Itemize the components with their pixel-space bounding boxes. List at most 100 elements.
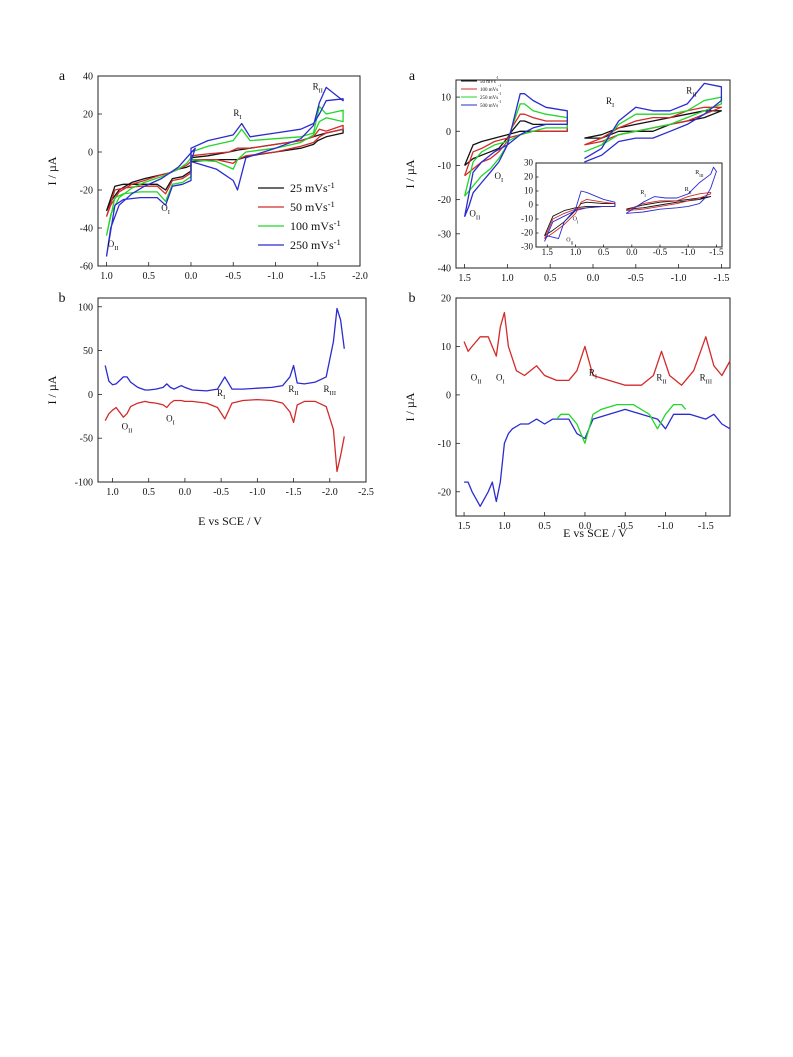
x-tick-label: 1.0	[100, 271, 113, 282]
chart-right-a-inset: 1.5 1.0 0.5 0.0 -0.5 -1.0 -1.5 -30 -20 -10 0 10 20 30…	[521, 158, 724, 258]
y-tick-label: -20	[438, 195, 451, 206]
x-tick-label: 0.0	[587, 273, 600, 284]
legend-entry: 25 mVs-1	[290, 180, 335, 195]
y-tick-label: 10	[441, 93, 451, 104]
series-line-red	[584, 106, 723, 146]
y-tick-label: 50	[83, 346, 93, 357]
x-tick-label: -1.0	[658, 521, 674, 532]
series-line-black	[105, 128, 344, 212]
y-tick-label: -10	[521, 214, 533, 224]
y-tick-label: -20	[521, 228, 533, 238]
x-tick-label: 0.5	[142, 271, 155, 282]
series-line-blue	[544, 190, 616, 242]
y-tick-label: -10	[438, 439, 451, 450]
plot-frame	[97, 297, 367, 483]
x-tick-label: 0.5	[142, 487, 155, 498]
peak-label: OII	[122, 421, 133, 434]
x-tick-label: 1.0	[106, 487, 119, 498]
series-line-green	[463, 103, 568, 197]
x-tick-label: -1.0	[681, 247, 696, 257]
peak-label: RIII	[695, 170, 704, 178]
peak-label: OI	[496, 372, 505, 385]
y-tick-label: -20	[438, 487, 451, 498]
peak-label: RI	[640, 190, 646, 198]
x-tick-label: 1.5	[542, 247, 554, 257]
legend-entry: 250 mVs-1	[290, 237, 341, 252]
x-tick-label: 0.5	[538, 521, 551, 532]
y-axis-label: I / µA	[45, 375, 59, 404]
y-tick-label: 40	[83, 72, 93, 83]
series-line-blue	[625, 166, 717, 214]
peak-label: OII	[566, 237, 574, 245]
y-tick-label: -10	[438, 161, 451, 172]
y-tick-label: 0	[88, 390, 93, 401]
y-tick-label: 0	[446, 127, 451, 138]
y-tick-label: 20	[83, 110, 93, 121]
y-tick-label: 0	[529, 200, 534, 210]
chart-left-a: 1.0 0.5 0.0 -0.5 -1.0 -1.5 -2.0 -60 -40 -20 0 20 40 I…	[45, 69, 368, 282]
x-tick-label: -2.0	[322, 487, 338, 498]
legend-entry: 500 mVs-1	[480, 100, 501, 109]
y-tick-label: -30	[521, 242, 533, 252]
peak-label: OI	[494, 171, 503, 184]
series-line-red	[104, 398, 345, 473]
peak-label: OII	[108, 239, 119, 252]
peak-label: RI	[233, 108, 241, 121]
peak-label: RIII	[700, 372, 712, 385]
y-tick-label: 0	[446, 390, 451, 401]
y-tick-label: -40	[80, 224, 93, 235]
y-tick-label: 100	[78, 302, 93, 313]
x-tick-label: -0.5	[653, 247, 668, 257]
series-line-blue	[104, 307, 345, 392]
peak-label: RII	[656, 372, 666, 385]
x-tick-label: -0.5	[213, 487, 229, 498]
x-tick-label: -1.5	[286, 487, 302, 498]
y-tick-label: -40	[438, 264, 451, 275]
series-line-blue	[464, 408, 731, 507]
plot-frame	[455, 297, 731, 517]
y-axis-label: I / µA	[403, 392, 417, 421]
peak-label: OII	[471, 372, 482, 385]
inset-background	[536, 163, 722, 247]
panel-label: b	[59, 291, 66, 306]
series-line-green	[556, 403, 687, 444]
x-axis-label: E vs SCE / V	[563, 526, 627, 540]
peak-label: RII	[288, 384, 298, 397]
legend: 25 mVs-1 50 mVs-1 100 mVs-1 250 mVs-1	[258, 180, 341, 252]
x-tick-label: -1.5	[709, 247, 724, 257]
y-axis-label: I / µA	[45, 156, 59, 185]
x-tick-label: -0.5	[628, 273, 644, 284]
peak-label: OI	[161, 203, 170, 216]
y-tick-label: -20	[80, 186, 93, 197]
series-line-red	[463, 311, 731, 386]
legend-entry: 100 mVs-1	[290, 218, 341, 233]
x-tick-label: -1.5	[698, 521, 714, 532]
x-tick-label: -2.0	[352, 271, 368, 282]
x-tick-label: 0.0	[626, 247, 638, 257]
x-tick-label: 1.0	[498, 521, 511, 532]
x-tick-label: 0.0	[579, 521, 592, 532]
x-tick-label: -0.5	[225, 271, 241, 282]
y-tick-label: 10	[524, 186, 534, 196]
legend-entry: 250 mVs-1	[480, 92, 501, 101]
x-tick-label: 0.0	[179, 487, 192, 498]
series-line-black	[584, 110, 723, 139]
x-tick-label: -0.5	[617, 521, 633, 532]
x-tick-label: -1.0	[268, 271, 284, 282]
y-tick-label: -60	[80, 262, 93, 273]
x-tick-label: -1.0	[671, 273, 687, 284]
x-tick-label: 1.5	[458, 521, 471, 532]
series-line-blue	[584, 82, 723, 163]
y-tick-label: -50	[80, 434, 93, 445]
y-tick-label: -100	[75, 478, 93, 489]
series-line-black	[626, 196, 712, 210]
peak-label: RIII	[324, 384, 336, 397]
y-tick-label: 20	[524, 172, 534, 182]
peak-label: OI	[166, 414, 175, 427]
x-tick-label: 1.5	[458, 273, 471, 284]
peak-label: RII	[686, 86, 696, 99]
legend-entry: 50 mVs-1	[290, 199, 335, 214]
chart-right-a: 1.5 1.0 0.5 0.0 -0.5 -1.0 -1.5 -40 -30 -20 -10 0 10 I…	[403, 69, 731, 284]
